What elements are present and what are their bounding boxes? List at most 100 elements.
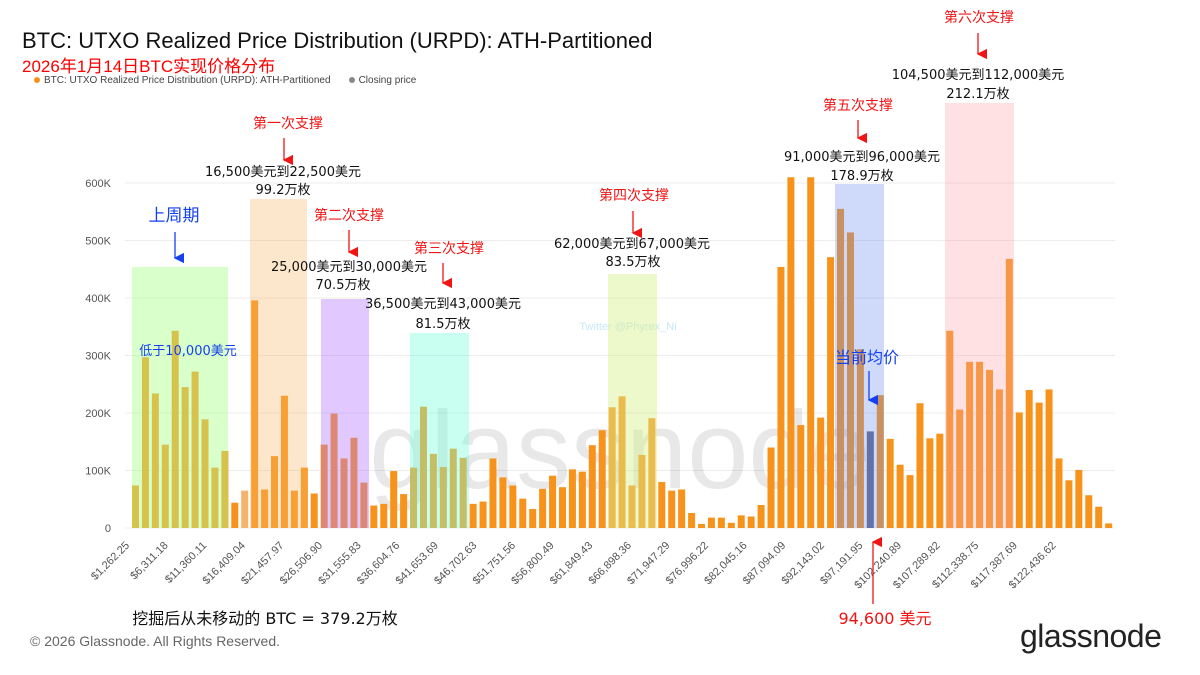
bar[interactable]	[688, 513, 696, 528]
bar[interactable]	[290, 490, 298, 528]
bar[interactable]	[469, 503, 477, 528]
bar[interactable]	[995, 389, 1003, 528]
bar[interactable]	[380, 503, 388, 528]
bar[interactable]	[628, 485, 636, 528]
bar[interactable]	[787, 177, 795, 528]
bar[interactable]	[370, 505, 378, 528]
bar[interactable]	[141, 357, 149, 528]
bar[interactable]	[280, 395, 288, 528]
bar[interactable]	[717, 517, 725, 528]
bar[interactable]	[449, 448, 457, 528]
bar[interactable]	[906, 475, 914, 528]
bar[interactable]	[896, 464, 904, 528]
bar[interactable]	[668, 490, 676, 528]
bar[interactable]	[747, 516, 755, 529]
bar[interactable]	[519, 498, 527, 528]
bar[interactable]	[191, 371, 199, 528]
bar[interactable]	[926, 438, 934, 528]
bar[interactable]	[161, 444, 169, 528]
bar[interactable]	[757, 505, 765, 528]
bar[interactable]	[181, 387, 189, 528]
bar[interactable]	[211, 467, 219, 528]
bar[interactable]	[976, 361, 984, 528]
bar[interactable]	[1065, 480, 1073, 528]
bar[interactable]	[558, 487, 566, 528]
bar[interactable]	[985, 369, 993, 528]
closing-price-bar[interactable]	[866, 431, 874, 528]
bar[interactable]	[350, 437, 358, 528]
bar[interactable]	[956, 409, 964, 528]
bar[interactable]	[658, 482, 666, 528]
bar[interactable]	[707, 517, 715, 528]
bar[interactable]	[410, 467, 418, 528]
bar[interactable]	[539, 488, 547, 528]
bar[interactable]	[916, 403, 924, 528]
bar[interactable]	[201, 419, 209, 528]
bar[interactable]	[429, 453, 437, 528]
bar[interactable]	[737, 515, 745, 528]
bar[interactable]	[648, 418, 656, 528]
bar[interactable]	[817, 417, 825, 528]
bar[interactable]	[1075, 469, 1083, 528]
bar[interactable]	[1035, 402, 1043, 528]
bar[interactable]	[549, 475, 557, 528]
bar[interactable]	[310, 493, 318, 529]
bar[interactable]	[827, 257, 835, 528]
bar[interactable]	[1005, 258, 1013, 528]
bar[interactable]	[578, 471, 586, 528]
bar[interactable]	[419, 406, 427, 528]
bar[interactable]	[231, 502, 239, 528]
bar[interactable]	[588, 445, 596, 528]
bar[interactable]	[1045, 389, 1053, 528]
bar[interactable]	[390, 471, 398, 528]
bar[interactable]	[797, 425, 805, 528]
bar[interactable]	[132, 485, 139, 528]
bar[interactable]	[330, 413, 338, 528]
bar[interactable]	[638, 454, 646, 528]
bar[interactable]	[846, 232, 854, 528]
bar[interactable]	[1015, 412, 1023, 528]
bar[interactable]	[221, 450, 229, 528]
glassnode-logo[interactable]: glassnode	[1020, 618, 1162, 654]
bar[interactable]	[618, 396, 626, 528]
bar[interactable]	[837, 208, 845, 528]
bar[interactable]	[807, 177, 815, 528]
bar[interactable]	[946, 330, 954, 528]
bar[interactable]	[300, 467, 308, 528]
bar[interactable]	[251, 300, 259, 528]
bar[interactable]	[241, 490, 249, 528]
bar[interactable]	[936, 433, 944, 528]
bar[interactable]	[459, 457, 467, 528]
bar[interactable]	[360, 482, 368, 528]
bar[interactable]	[400, 494, 408, 528]
bar[interactable]	[1085, 495, 1093, 528]
bar[interactable]	[271, 456, 279, 528]
bar[interactable]	[151, 393, 159, 528]
bar[interactable]	[856, 349, 864, 528]
bar[interactable]	[320, 444, 328, 528]
bar[interactable]	[529, 509, 537, 528]
bar[interactable]	[499, 477, 507, 528]
bar[interactable]	[479, 501, 487, 528]
bar[interactable]	[608, 407, 616, 528]
bar[interactable]	[1055, 458, 1063, 528]
bar[interactable]	[489, 458, 497, 528]
bar[interactable]	[568, 469, 576, 528]
bar[interactable]	[777, 266, 785, 528]
bar[interactable]	[767, 447, 775, 529]
bar[interactable]	[727, 522, 735, 528]
bar[interactable]	[340, 458, 348, 528]
legend-item-closing[interactable]: Closing price	[348, 75, 416, 86]
bar[interactable]	[598, 430, 606, 528]
bar[interactable]	[698, 523, 706, 528]
bar[interactable]	[439, 467, 447, 528]
bar[interactable]	[171, 330, 179, 528]
bar[interactable]	[509, 485, 517, 528]
bar[interactable]	[261, 489, 269, 528]
bar[interactable]	[1095, 506, 1103, 528]
bar[interactable]	[1105, 523, 1113, 528]
bar[interactable]	[886, 438, 894, 528]
bar[interactable]	[678, 489, 686, 528]
legend-item-urpd[interactable]: BTC: UTXO Realized Price Distribution (U…	[34, 75, 331, 86]
bar[interactable]	[876, 395, 884, 528]
